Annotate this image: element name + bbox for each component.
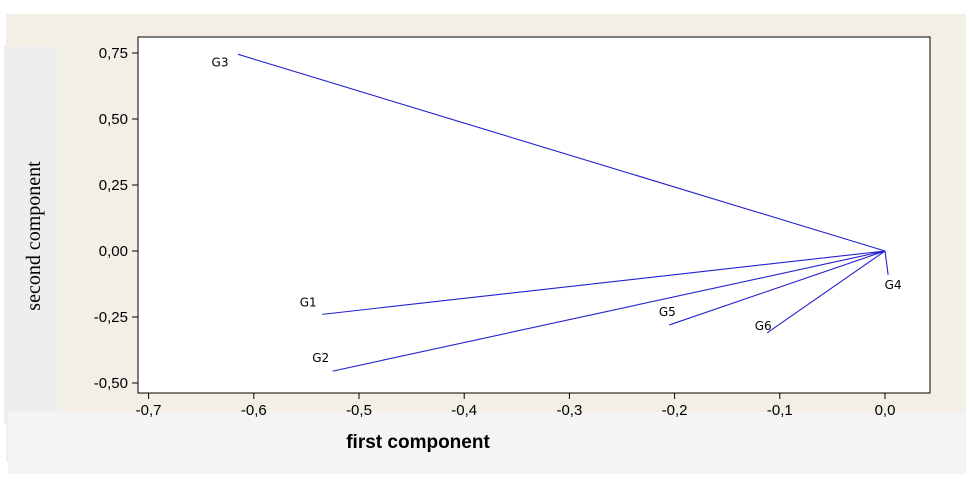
x-tick-label: -0,7 [136, 402, 162, 419]
plot-area [137, 36, 931, 394]
x-tick-label: -0,1 [767, 402, 793, 419]
y-tick-label: -0,50 [94, 375, 128, 392]
vector-g5 [669, 250, 886, 326]
point-labels: G1 G2 G3 G4 G5 G6 [212, 55, 902, 365]
vector-g1 [322, 250, 886, 315]
vector-g6 [766, 250, 886, 334]
vector-g2 [332, 250, 886, 372]
x-tick-label: 0,0 [875, 402, 896, 419]
y-tick-label: -0,25 [94, 309, 128, 326]
x-tick-label: -0,2 [662, 402, 688, 419]
y-tick-label: 0,25 [99, 177, 128, 194]
x-tick-label: -0,5 [346, 402, 372, 419]
point-label-g2: G2 [312, 351, 329, 365]
vector-g3 [237, 53, 886, 252]
y-tick-label: 0,50 [99, 111, 128, 128]
x-axis-title: first component [346, 432, 490, 453]
y-axis-title: second component [23, 161, 45, 311]
point-label-g3: G3 [212, 55, 229, 69]
y-axis: 0,75 0,50 0,25 0,00 -0,25 -0,50 [94, 45, 138, 392]
x-tick-label: -0,6 [241, 402, 267, 419]
point-label-g5: G5 [659, 305, 676, 319]
vector-g4 [884, 250, 889, 275]
loading-vectors [237, 53, 889, 372]
point-label-g4: G4 [885, 278, 902, 292]
y-tick-label: 0,75 [99, 45, 128, 62]
xlabel-panel [8, 412, 966, 474]
y-tick-label: 0,00 [99, 243, 128, 260]
x-tick-label: -0,3 [556, 402, 582, 419]
x-axis: -0,7 -0,6 -0,5 -0,4 -0,3 -0,2 -0,1 0,0 [136, 393, 896, 419]
point-label-g1: G1 [300, 295, 317, 309]
ylabel-panel [4, 46, 60, 424]
point-label-g6: G6 [755, 319, 772, 333]
x-tick-label: -0,4 [451, 402, 477, 419]
